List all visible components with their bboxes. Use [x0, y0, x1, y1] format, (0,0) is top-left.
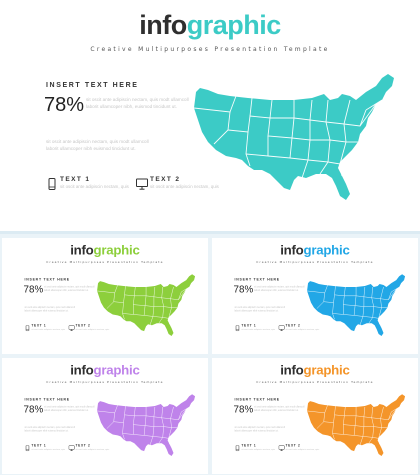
insert-text-heading: INSERT TEXT HERE [234, 278, 280, 282]
title-info: info [139, 10, 187, 40]
insert-text-heading: INSERT TEXT HERE [234, 398, 280, 402]
percent-value: 78% [44, 94, 85, 116]
title-info: info [70, 362, 94, 378]
slide-subtitle: Creative Multipurposes Presentation Temp… [256, 380, 374, 384]
slide-subtitle: Creative Multipurposes Presentation Temp… [46, 260, 164, 264]
feature-label: TEXT 2 [150, 176, 181, 183]
title-graphic: graphic [93, 362, 140, 378]
feature-text: sit oscit ante adipiscin nectam, quis [75, 448, 110, 451]
phone-icon [25, 325, 30, 332]
feature-text: sit oscit ante adipiscin nectam, quis [75, 328, 110, 331]
body-text: sit oscit ante adipiscin nectam, quis mo… [86, 97, 189, 109]
slide-content: infographic Creative Multipurposes Prese… [0, 0, 420, 231]
feature-label: TEXT 1 [31, 444, 47, 448]
slide-blue[interactable]: infographic Creative Multipurposes Prese… [212, 238, 418, 354]
monitor-icon [68, 445, 75, 451]
body-text-secondary: sit oscit ante adipiscin nectam, quis mo… [234, 306, 285, 312]
feature-label: TEXT 1 [241, 444, 257, 448]
feature-label: TEXT 1 [241, 324, 257, 328]
insert-text-heading: INSERT TEXT HERE [24, 398, 70, 402]
feature-label: TEXT 2 [285, 324, 301, 328]
slide-green[interactable]: infographic Creative Multipurposes Prese… [2, 238, 208, 354]
us-map [97, 394, 196, 456]
feature-text: sit oscit ante adipiscin nectam, quis [241, 328, 276, 331]
phone-icon [235, 445, 240, 452]
slide-content: infographic Creative Multipurposes Prese… [2, 238, 208, 352]
body-text-secondary: sit oscit ante adipiscin nectam, quis mo… [24, 306, 75, 312]
slide-title: infographic [212, 363, 418, 378]
slide-content: infographic Creative Multipurposes Prese… [212, 238, 418, 352]
phone-icon [235, 325, 240, 332]
body-text: sit oscit ante adipiscin nectam, quis mo… [44, 285, 95, 292]
feature-text: sit oscit ante adipiscin nectam, quis [31, 328, 66, 331]
slide-subtitle: Creative Multipurposes Presentation Temp… [46, 380, 164, 384]
slide-orange[interactable]: infographic Creative Multipurposes Prese… [212, 358, 418, 474]
feature-text: sit oscit ante adipiscin nectam, quis [285, 328, 320, 331]
body-text: sit oscit ante adipiscin nectam, quis mo… [44, 405, 95, 412]
body-text-secondary: sit oscit ante adipiscin nectam, quis mo… [46, 139, 149, 151]
monitor-icon [278, 445, 285, 451]
title-graphic: graphic [186, 10, 282, 40]
feature-text: sit oscit ante adipiscin nectam, quis [285, 448, 320, 451]
feature-text: sit oscit ante adipiscin nectam, quis [241, 448, 276, 451]
slide-content: infographic Creative Multipurposes Prese… [212, 358, 418, 472]
monitor-icon [136, 178, 148, 190]
us-map [97, 274, 196, 336]
slide-title: infographic [212, 243, 418, 258]
percent-value: 78% [233, 284, 254, 295]
title-graphic: graphic [303, 242, 350, 258]
slide-title: infographic [2, 243, 208, 258]
body-text-secondary: sit oscit ante adipiscin nectam, quis mo… [24, 426, 75, 432]
percent-value: 78% [23, 284, 44, 295]
monitor-icon [68, 325, 75, 331]
title-info: info [280, 362, 304, 378]
feature-label: TEXT 2 [75, 444, 91, 448]
slide-subtitle: Creative Multipurposes Presentation Temp… [90, 46, 330, 53]
feature-text: sit oscit ante adipiscin nectam, quis [150, 184, 219, 189]
feature-label: TEXT 1 [31, 324, 47, 328]
phone-icon [48, 178, 56, 190]
percent-value: 78% [23, 404, 44, 415]
feature-text: sit oscit ante adipiscin nectam, quis [60, 184, 129, 189]
title-graphic: graphic [93, 242, 140, 258]
body-text: sit oscit ante adipiscin nectam, quis mo… [254, 285, 305, 292]
slide-title: infographic [2, 363, 208, 378]
feature-label: TEXT 2 [285, 444, 301, 448]
title-graphic: graphic [303, 362, 350, 378]
slide-purple[interactable]: infographic Creative Multipurposes Prese… [2, 358, 208, 474]
feature-text: sit oscit ante adipiscin nectam, quis [31, 448, 66, 451]
slide-main[interactable]: infographic Creative Multipurposes Prese… [0, 0, 420, 234]
title-info: info [280, 242, 304, 258]
us-map [307, 274, 406, 336]
body-text: sit oscit ante adipiscin nectam, quis mo… [254, 405, 305, 412]
feature-label: TEXT 2 [75, 324, 91, 328]
phone-icon [25, 445, 30, 452]
insert-text-heading: INSERT TEXT HERE [24, 278, 70, 282]
us-map [193, 74, 394, 200]
slide-title: infographic [0, 10, 420, 41]
title-info: info [70, 242, 94, 258]
monitor-icon [278, 325, 285, 331]
slide-subtitle: Creative Multipurposes Presentation Temp… [256, 260, 374, 264]
slide-content: infographic Creative Multipurposes Prese… [2, 358, 208, 472]
us-map [307, 394, 406, 456]
body-text-secondary: sit oscit ante adipiscin nectam, quis mo… [234, 426, 285, 432]
feature-label: TEXT 1 [60, 176, 91, 183]
insert-text-heading: INSERT TEXT HERE [46, 82, 139, 89]
percent-value: 78% [233, 404, 254, 415]
